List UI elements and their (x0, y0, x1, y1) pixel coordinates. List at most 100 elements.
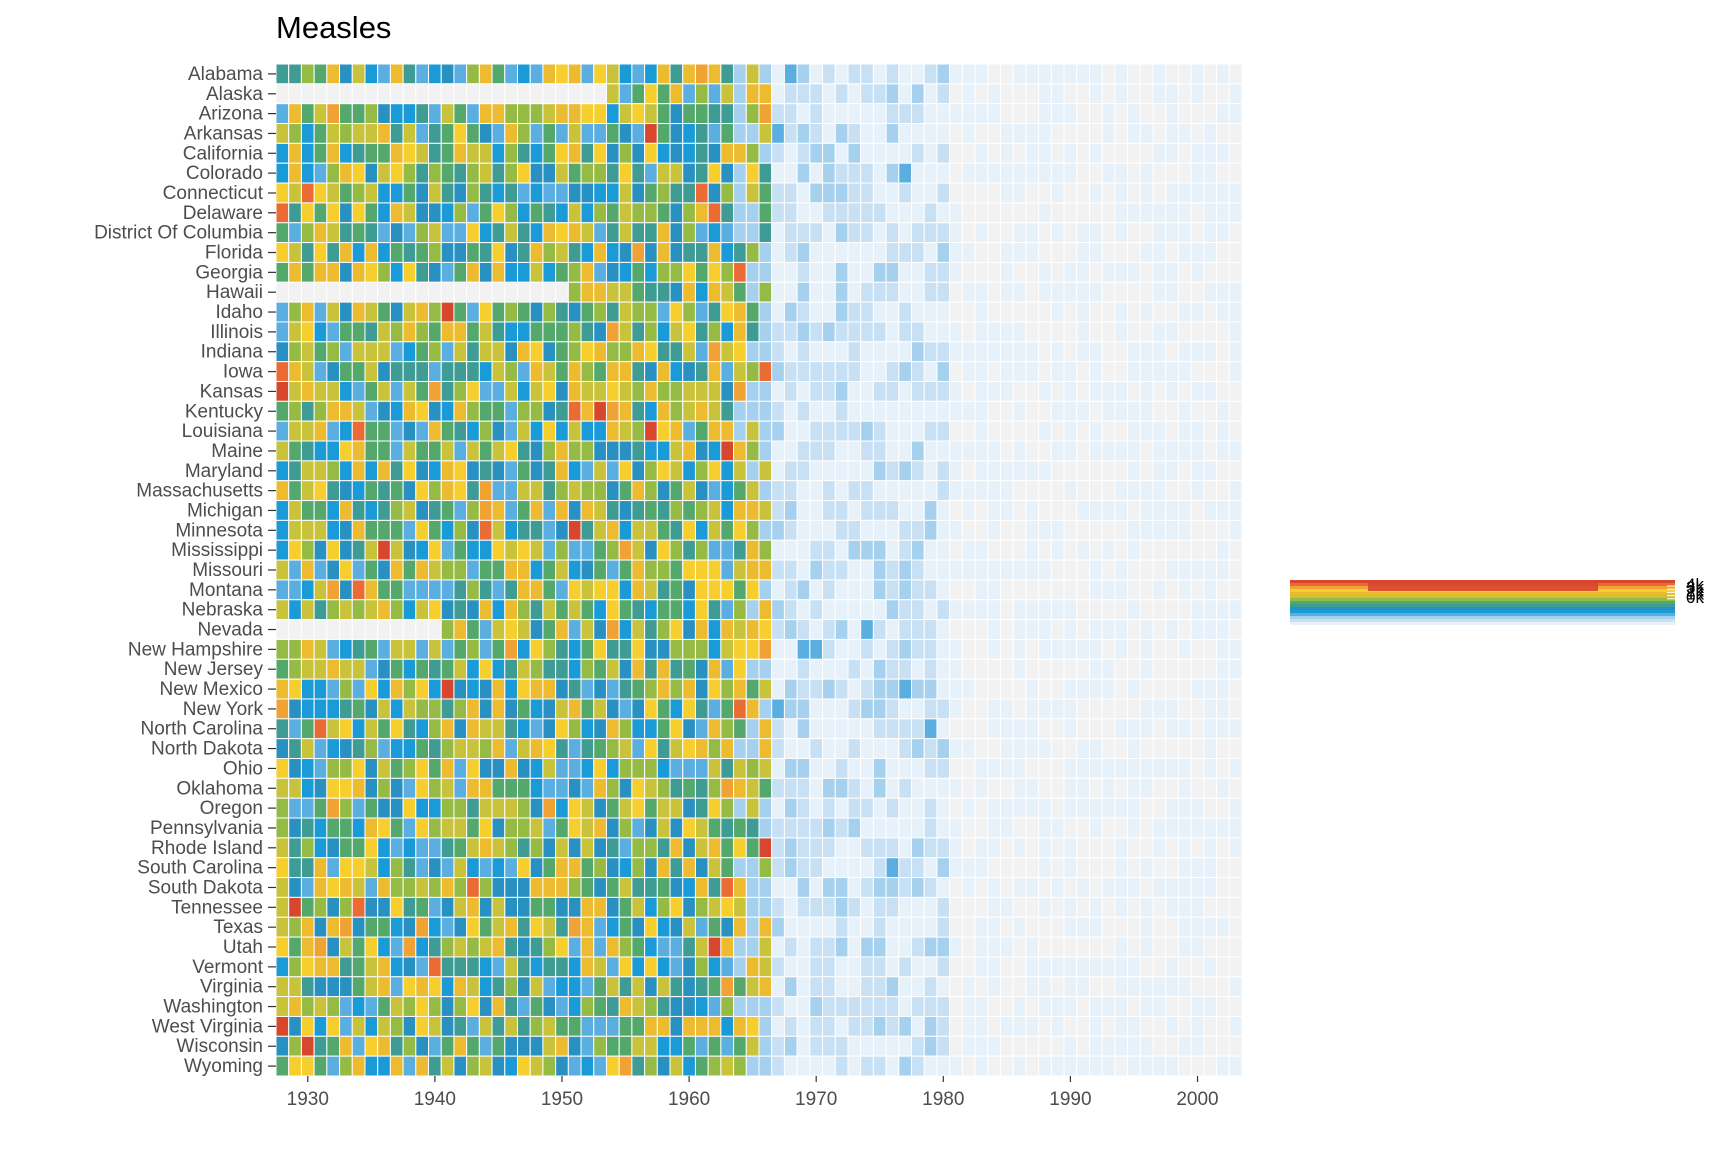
heatmap-tile (860, 698, 874, 720)
legend-band (1290, 604, 1675, 607)
heatmap-tile (415, 837, 430, 859)
heatmap-tile (504, 718, 519, 740)
heatmap-tile (567, 896, 582, 918)
heatmap-tile (669, 638, 684, 660)
heatmap-tile (478, 817, 493, 839)
heatmap-tile (758, 182, 773, 204)
heatmap-tile (593, 976, 607, 998)
heatmap-tile (809, 758, 824, 779)
heatmap-tile (796, 63, 811, 85)
heatmap-tile (377, 301, 391, 323)
heatmap-tile (834, 261, 849, 283)
heatmap-tile (771, 956, 785, 978)
heatmap-tile (1076, 63, 1090, 85)
heatmap-tile (1114, 1035, 1129, 1057)
heatmap-tile (656, 182, 671, 204)
heatmap-tile (936, 698, 951, 720)
heatmap-tile (936, 500, 951, 521)
heatmap-tile (567, 202, 582, 224)
heatmap-tile (1025, 420, 1040, 442)
heatmap-tile (466, 877, 480, 898)
heatmap-tile (440, 202, 455, 224)
heatmap-tile (783, 837, 798, 859)
heatmap-tile (275, 579, 290, 601)
heatmap-tile (822, 1055, 836, 1077)
heatmap-tile (351, 758, 366, 779)
heatmap-tile (1063, 63, 1078, 85)
heatmap-tile (1177, 758, 1192, 779)
heatmap-tile (326, 63, 341, 85)
heatmap-tile (466, 797, 480, 819)
heatmap-tile (796, 619, 811, 640)
heatmap-tile (987, 261, 1001, 283)
heatmap-tile (1012, 1015, 1027, 1037)
heatmap-tile (898, 400, 913, 422)
heatmap-tile (987, 222, 1001, 244)
heatmap-tile (644, 916, 658, 938)
heatmap-tile (605, 123, 620, 144)
heatmap-tile (720, 222, 735, 244)
heatmap-tile (504, 837, 519, 859)
heatmap-tile (669, 599, 684, 621)
heatmap-tile (834, 380, 849, 402)
heatmap-tile (1114, 519, 1129, 541)
heatmap-tile (860, 916, 874, 938)
heatmap-tile (1000, 480, 1014, 502)
heatmap-tile (872, 380, 887, 402)
heatmap-tile (364, 698, 379, 720)
heatmap-tile (491, 777, 506, 799)
heatmap-tile (669, 1055, 684, 1077)
heatmap-tile (351, 559, 366, 581)
heatmap-tile (834, 976, 849, 998)
heatmap-tile (758, 896, 773, 918)
heatmap-tile (644, 758, 658, 779)
heatmap-tile (1114, 242, 1129, 263)
heatmap-tile (923, 738, 938, 760)
heatmap-tile (1088, 956, 1103, 978)
heatmap-tile (720, 936, 735, 958)
heatmap-tile (1088, 857, 1103, 879)
heatmap-tile (923, 797, 938, 819)
heatmap-tile (949, 797, 963, 819)
heatmap-tile (313, 738, 328, 760)
heatmap-tile (529, 63, 544, 85)
heatmap-tile (389, 579, 404, 601)
heatmap-tile (1038, 539, 1052, 561)
heatmap-tile (504, 1015, 519, 1037)
heatmap-tile (1177, 877, 1192, 898)
heatmap-tile (694, 123, 709, 144)
heatmap-tile (542, 321, 557, 343)
heatmap-tile (466, 599, 480, 621)
heatmap-tile (1190, 718, 1205, 740)
heatmap-tile (288, 202, 302, 224)
heatmap-tile (517, 242, 531, 263)
heatmap-tile (1203, 103, 1218, 125)
heatmap-tile (288, 480, 302, 502)
heatmap-tile (339, 440, 353, 462)
heatmap-tile (822, 261, 836, 283)
heatmap-tile (656, 1055, 671, 1077)
heatmap-tile (796, 718, 811, 740)
heatmap-tile (1165, 460, 1179, 482)
heatmap-tile (593, 281, 607, 303)
heatmap-tile (974, 976, 989, 998)
heatmap-tile (389, 103, 404, 125)
heatmap-tile (364, 63, 379, 85)
heatmap-tile (809, 182, 824, 204)
heatmap-tile (669, 400, 684, 422)
heatmap-tile (491, 619, 506, 640)
heatmap-tile (377, 500, 391, 521)
heatmap-tile (1152, 321, 1167, 343)
heatmap-tile (923, 817, 938, 839)
heatmap-tile (974, 936, 989, 958)
heatmap-tile (783, 321, 798, 343)
heatmap-tile (949, 83, 963, 105)
heatmap-tile (415, 976, 430, 998)
heatmap-tile (1177, 500, 1192, 521)
heatmap-tile (758, 638, 773, 660)
heatmap-tile (1050, 83, 1065, 105)
heatmap-tile (872, 420, 887, 442)
heatmap-tile (1076, 658, 1090, 680)
heatmap-tile (885, 698, 900, 720)
heatmap-tile (389, 936, 404, 958)
